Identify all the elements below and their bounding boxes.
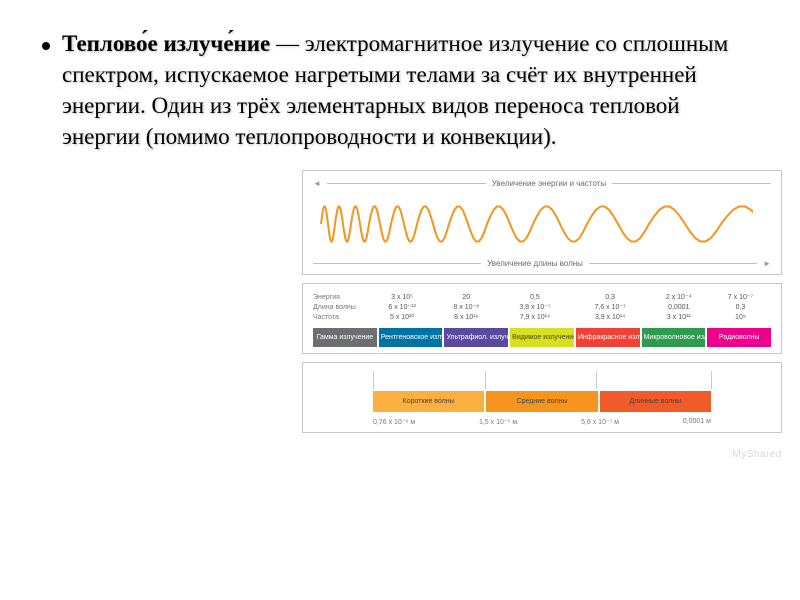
slide: Теплово́е излуче́ние — электромагнитное …: [0, 0, 800, 453]
table-cell: 0,5: [497, 292, 572, 302]
scale-tick: 0,0001 м: [683, 418, 711, 426]
table-cell: 7,6 x 10⁻⁷: [572, 302, 647, 312]
table-cell: 3 x 10¹²: [648, 312, 710, 322]
table-cell: 8 x 10¹⁶: [435, 312, 497, 322]
table-row-label: Частота: [313, 312, 369, 322]
table-row-label: Длина волны: [313, 302, 369, 312]
spectrum-band: Микроволновое излучение: [642, 328, 706, 347]
radio-scale: 0,76 x 10⁻⁶ м 1,5 x 10⁻⁵ м 5,6 x 10⁻⁷ м 0,0…: [373, 418, 711, 426]
caption-bottom-text: Увеличение длины волны: [487, 259, 583, 268]
spectrum-panel: Энергия3 x 10⁵200,50,32 x 10⁻⁴7 x 10⁻⁷Дл…: [302, 283, 782, 354]
scale-tick: 1,5 x 10⁻⁵ м: [479, 418, 517, 426]
table-cell: 0,3: [710, 302, 771, 312]
radio-panel: Короткие волныСредние волныДлинные волны…: [302, 362, 782, 433]
table-cell: 7,9 x 10¹⁴: [497, 312, 572, 322]
radio-band: Средние волны: [486, 391, 597, 412]
wave-panel: ◄ Увеличение энергии и частоты Увеличени…: [302, 170, 782, 275]
table-row-label: Энергия: [313, 292, 369, 302]
scale-tick: 0,76 x 10⁻⁶ м: [373, 418, 415, 426]
term: Теплово́е излуче́ние: [62, 31, 270, 56]
table-cell: 3,9 x 10¹⁴: [572, 312, 647, 322]
radio-bands: Короткие волныСредние волныДлинные волны: [373, 391, 711, 412]
table-cell: 6 x 10⁻¹³: [369, 302, 435, 312]
table-cell: 7 x 10⁻⁷: [710, 292, 771, 302]
caption-rule: [612, 183, 771, 184]
table-cell: 10⁹: [710, 312, 771, 322]
table-cell: 20: [435, 292, 497, 302]
caption-rule: [313, 263, 481, 264]
table-cell: 2 x 10⁻⁴: [648, 292, 710, 302]
spectrum-band: Ультрафиол. излучение: [444, 328, 508, 347]
bullet-marker: [42, 42, 50, 50]
caption-top: ◄ Увеличение энергии и частоты: [313, 179, 771, 188]
caption-rule: [327, 183, 486, 184]
spectrum-band: Гамма излучение: [313, 328, 377, 347]
figure: ◄ Увеличение энергии и частоты Увеличени…: [302, 170, 782, 433]
table-cell: 0,0001: [648, 302, 710, 312]
spectrum-band: Видимое излучение: [510, 328, 574, 347]
table-cell: 0,3: [572, 292, 647, 302]
radio-band: Короткие волны: [373, 391, 484, 412]
table-cell: 5 x 10²⁰: [369, 312, 435, 322]
values-table: Энергия3 x 10⁵200,50,32 x 10⁻⁴7 x 10⁻⁷Дл…: [313, 292, 771, 322]
arrow-left-icon: ◄: [313, 179, 321, 188]
watermark: MySharеd: [732, 449, 782, 460]
wave-chart: [313, 192, 753, 252]
spectrum-bands: Гамма излучениеРентгеновское излучениеУл…: [313, 328, 771, 347]
spectrum-band: Инфракрасное излучение: [576, 328, 640, 347]
bullet-item: Теплово́е излуче́ние — электромагнитное …: [42, 28, 758, 152]
leader-lines: [373, 371, 711, 389]
caption-top-text: Увеличение энергии и частоты: [492, 179, 606, 188]
arrow-right-icon: ►: [763, 259, 771, 268]
spectrum-band: Радиоволны: [707, 328, 771, 347]
table-cell: 3,8 x 10⁻⁷: [497, 302, 572, 312]
caption-bottom: Увеличение длины волны ►: [313, 259, 771, 268]
definition-text: Теплово́е излуче́ние — электромагнитное …: [62, 28, 758, 152]
table-cell: 3 x 10⁵: [369, 292, 435, 302]
caption-rule: [589, 263, 757, 264]
scale-tick: 5,6 x 10⁻⁷ м: [581, 418, 619, 426]
radio-band: Длинные волны: [600, 391, 711, 412]
table-cell: 8 x 10⁻⁸: [435, 302, 497, 312]
spectrum-band: Рентгеновское излучение: [379, 328, 443, 347]
